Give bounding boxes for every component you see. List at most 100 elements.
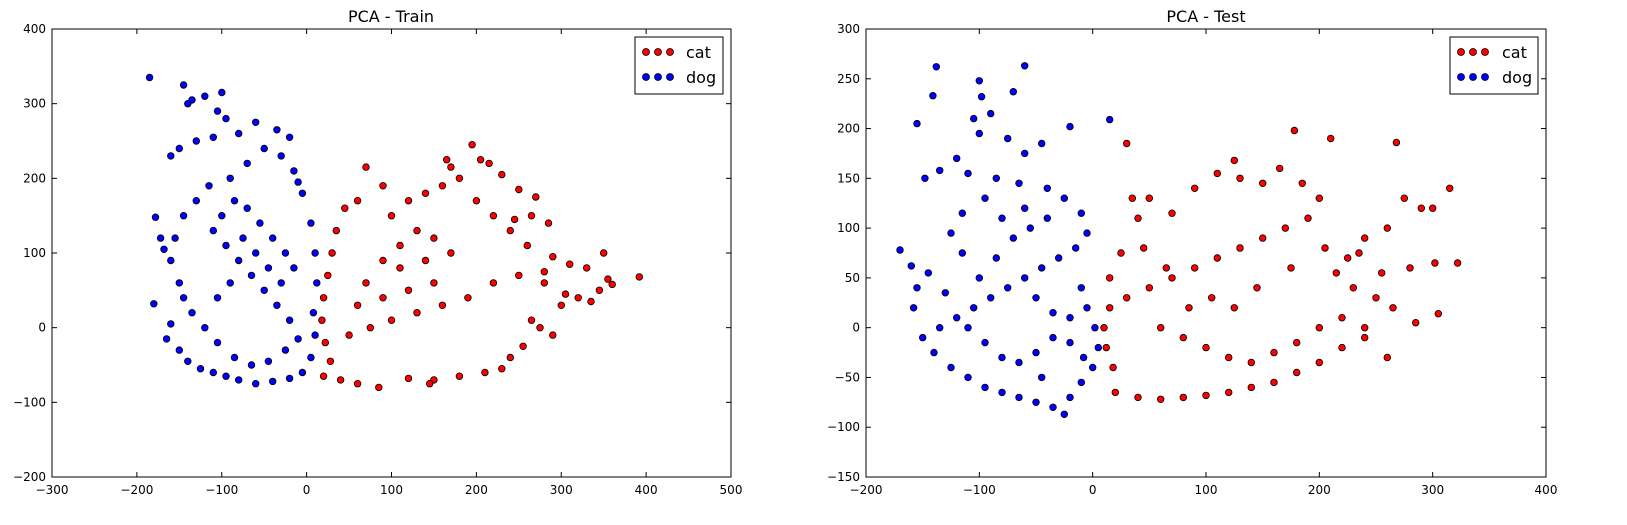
data-point-cat [532,193,540,201]
data-point-cat [635,273,643,281]
data-point-cat [1332,269,1340,277]
y-tick-label: 100 [23,246,46,260]
data-point-dog [1037,139,1046,148]
y-tick-label: 300 [837,22,860,36]
data-point-dog [919,333,927,342]
data-point-dog [992,254,1000,262]
data-point-cat [1168,274,1176,282]
data-point-cat [1287,264,1295,272]
data-point-cat [1213,169,1221,178]
axis-ticks: −300 −200 −100 0 100 200 300 400 500−200−1000100… [13,22,742,497]
data-point-cat [379,182,387,190]
data-point-dog [1004,134,1012,143]
data-point-dog [964,324,972,332]
data-point-cat [404,286,413,294]
data-point-dog [1009,234,1017,242]
data-point-cat [336,376,345,384]
y-tick-label: −50 [835,370,860,384]
data-point-dog [239,234,247,242]
data-point-dog [222,241,230,250]
data-point-cat [396,241,404,250]
data-point-dog [1032,294,1040,302]
data-point-dog [160,245,168,253]
data-point-cat [1338,314,1346,322]
data-point-dog [896,246,904,254]
data-point-dog [201,324,209,332]
data-point-dog [213,107,222,115]
data-point-cat [1117,249,1125,257]
data-point-dog [998,388,1006,397]
data-point-cat [1343,254,1352,262]
data-point-cat [498,170,506,179]
data-point-cat [1400,194,1408,202]
data-point-dog [964,169,972,178]
data-point-cat [1202,391,1210,400]
data-point-cat [447,163,455,171]
data-point-dog [924,269,932,277]
x-tick-label: −200 [850,483,883,497]
axis-ticks: −200 −100 0 100 200 300 400 −150 −100 −50 0 50 100 15… [827,22,1557,497]
data-point-dog [285,316,294,324]
data-point-cat [476,155,485,164]
data-point-cat [413,226,421,235]
data-point-cat [557,301,565,309]
data-point-cat [387,211,396,220]
data-point-cat [379,294,387,302]
data-point-dog [247,361,256,369]
data-point-cat [1179,333,1187,342]
y-tick-label: 100 [837,221,860,235]
data-point-dog [230,353,239,362]
data-point-cat [1281,224,1289,232]
scatter-plot-train: PCA - Train −300 −200 −100 0 100 200 300 400 500… [13,7,742,497]
data-point-cat [510,215,519,224]
data-point-cat [498,365,506,373]
data-point-cat [1122,294,1131,302]
data-point-dog [987,294,995,302]
data-point-dog [226,174,234,182]
data-point-cat [468,140,476,149]
data-point-cat [321,338,329,347]
data-point-cat [1258,234,1267,242]
data-point-dog [156,234,165,242]
data-point-dog [285,133,294,141]
x-tick-label: −100 [963,483,996,497]
data-point-dog [247,271,256,280]
legend: cat dog [634,36,724,95]
data-point-cat [1179,393,1187,402]
data-point-dog [1077,378,1085,387]
data-point-cat [1224,353,1233,362]
data-point-cat [353,301,362,309]
data-point-dog [256,219,264,227]
data-point-cat [1392,138,1401,147]
data-point-cat [447,249,455,257]
data-point-dog [213,294,222,302]
data-point-dog [188,96,196,104]
data-point-dog [992,174,1000,182]
data-point-dog [298,189,307,197]
data-point-dog [243,204,251,212]
data-point-dog [981,383,989,392]
data-point-cat [1139,244,1148,252]
data-point-dog [1094,343,1102,352]
y-tick-label: 250 [837,72,860,86]
data-point-cat [1411,319,1420,327]
data-point-cat [1230,304,1238,312]
data-point-dog [1037,264,1046,272]
plot-frame [865,28,1547,478]
data-point-cat [561,290,570,298]
data-point-dog [196,365,205,373]
x-tick-label: 500 [720,483,743,497]
legend-marker-cat [642,48,674,56]
data-point-cat [1224,388,1233,397]
data-point-dog [907,262,915,270]
data-point-dog [218,211,226,220]
data-point-dog [167,152,175,160]
data-point-cat [1145,284,1153,292]
data-point-cat [1292,368,1301,377]
data-point-dog [290,264,298,272]
x-tick-label: 100 [380,483,403,497]
data-point-dog [953,154,961,163]
data-point-cat [540,279,548,287]
legend-frame [1449,36,1539,95]
data-point-cat [544,219,553,227]
